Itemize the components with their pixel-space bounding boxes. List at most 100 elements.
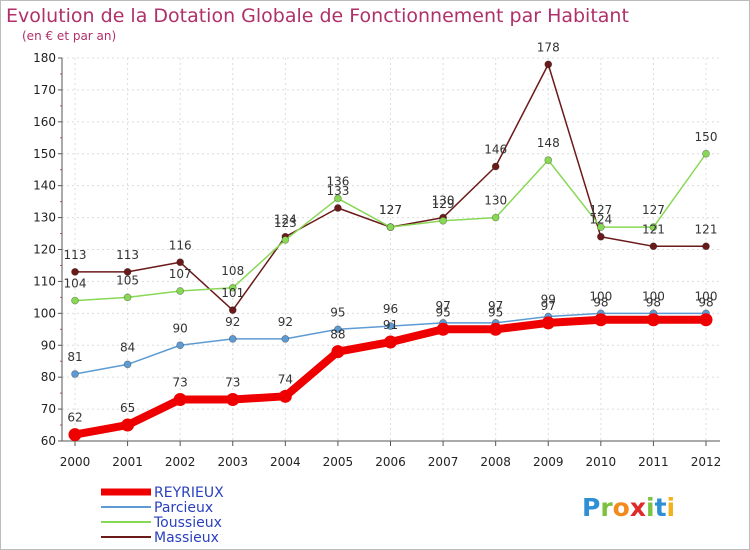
data-label-toussieux: 107 xyxy=(169,267,192,281)
y-tick-label: 170 xyxy=(33,83,56,97)
data-point-massieux xyxy=(228,306,237,314)
x-tick-label: 2002 xyxy=(165,455,196,469)
axes: 60 70 80 90 100 110 120 130 140 150 160 170 180 2000 2… xyxy=(33,51,721,469)
logo-letter: i xyxy=(646,493,655,522)
series-layer xyxy=(68,60,713,442)
data-label-parcieux: 92 xyxy=(278,315,293,329)
data-label-massieux: 178 xyxy=(537,40,560,54)
logo-letter: r xyxy=(600,493,613,522)
y-tick-label: 140 xyxy=(33,179,56,193)
x-tick-label: 2012 xyxy=(691,455,722,469)
logo-letter: t xyxy=(655,493,667,522)
data-label-toussieux: 136 xyxy=(326,174,349,188)
y-tick-label: 70 xyxy=(41,402,56,416)
data-point-reyrieux xyxy=(489,322,503,336)
data-point-reyrieux xyxy=(68,428,82,442)
data-point-parcieux xyxy=(386,322,395,330)
data-point-reyrieux xyxy=(331,345,345,359)
data-label-reyrieux: 91 xyxy=(383,318,398,332)
data-label-parcieux: 97 xyxy=(488,299,503,313)
data-point-massieux xyxy=(71,267,79,276)
legend-label-parcieux: Parcieux xyxy=(154,500,213,516)
data-point-massieux xyxy=(123,267,132,276)
data-label-toussieux: 150 xyxy=(695,130,718,144)
data-label-massieux: 113 xyxy=(116,248,139,262)
data-point-toussieux xyxy=(334,194,342,203)
data-label-massieux: 124 xyxy=(589,213,612,227)
logo-letter: P xyxy=(582,493,600,522)
data-label-reyrieux: 62 xyxy=(67,411,82,425)
data-label-massieux: 146 xyxy=(484,143,507,157)
legend-label-toussieux: Toussieux xyxy=(153,515,222,531)
data-label-reyrieux: 95 xyxy=(435,305,450,319)
data-labels: 113 113 116 101 124 133 127 130 146 178 124 121 121 1… xyxy=(64,40,718,424)
data-label-toussieux: 105 xyxy=(116,273,139,287)
data-label-toussieux: 104 xyxy=(64,277,87,291)
y-tick-label: 150 xyxy=(33,147,56,161)
data-point-toussieux xyxy=(649,223,658,232)
data-label-reyrieux: 73 xyxy=(225,376,240,390)
data-point-massieux xyxy=(596,232,605,241)
data-point-toussieux xyxy=(123,293,132,302)
x-tick-label: 2004 xyxy=(270,455,301,469)
data-label-toussieux: 108 xyxy=(221,264,244,278)
data-label-reyrieux: 74 xyxy=(278,372,293,386)
data-label-reyrieux: 98 xyxy=(646,296,661,310)
data-point-toussieux xyxy=(228,283,237,292)
data-label-massieux: 113 xyxy=(64,248,87,262)
data-label-massieux: 116 xyxy=(169,238,192,252)
data-point-massieux xyxy=(334,204,342,212)
data-point-reyrieux xyxy=(278,389,292,403)
data-label-parcieux: 95 xyxy=(330,305,345,319)
data-point-toussieux xyxy=(386,223,395,232)
data-point-reyrieux xyxy=(594,313,608,327)
logo-letter: o xyxy=(613,493,630,522)
data-label-massieux: 121 xyxy=(642,222,665,236)
data-point-toussieux xyxy=(491,213,500,222)
data-label-parcieux: 100 xyxy=(695,289,718,303)
legend-label-massieux: Massieux xyxy=(154,530,219,546)
data-label-toussieux: 148 xyxy=(537,136,560,150)
x-tick-label: 2009 xyxy=(533,455,564,469)
data-label-toussieux: 130 xyxy=(484,194,507,208)
data-point-massieux xyxy=(176,258,185,267)
data-label-reyrieux: 95 xyxy=(488,305,503,319)
data-point-toussieux xyxy=(439,216,447,225)
data-point-parcieux xyxy=(176,341,185,350)
chart-title: Evolution de la Dotation Globale de Fonc… xyxy=(6,5,629,27)
data-label-parcieux: 100 xyxy=(642,289,665,303)
data-point-reyrieux xyxy=(121,418,135,432)
x-tick-label: 2000 xyxy=(60,455,91,469)
data-label-parcieux: 92 xyxy=(225,315,240,329)
y-tick-label: 60 xyxy=(41,434,56,448)
x-tick-label: 2003 xyxy=(217,455,248,469)
data-label-toussieux: 127 xyxy=(642,203,665,217)
x-tick-label: 2008 xyxy=(480,455,511,469)
data-label-reyrieux: 65 xyxy=(120,401,135,415)
x-tick-label: 2010 xyxy=(586,455,617,469)
data-point-parcieux xyxy=(123,360,132,369)
data-point-massieux xyxy=(649,242,658,251)
y-tick-label: 100 xyxy=(33,306,56,320)
data-label-parcieux: 97 xyxy=(435,299,450,313)
data-point-toussieux xyxy=(544,156,553,164)
data-label-massieux: 133 xyxy=(326,184,349,198)
data-label-parcieux: 96 xyxy=(383,302,398,316)
data-point-reyrieux xyxy=(384,335,397,349)
data-label-parcieux: 99 xyxy=(541,293,556,307)
chart-subtitle: (en € et par an) xyxy=(22,29,116,43)
data-label-massieux: 121 xyxy=(695,222,718,236)
x-tick-label: 2007 xyxy=(428,455,459,469)
data-label-toussieux: 129 xyxy=(432,197,455,211)
data-point-toussieux xyxy=(71,296,79,305)
data-label-reyrieux: 98 xyxy=(593,296,608,310)
data-point-toussieux xyxy=(702,149,710,158)
x-tick-label: 2001 xyxy=(112,455,143,469)
data-label-massieux: 101 xyxy=(221,286,244,300)
data-label-massieux: 130 xyxy=(432,194,455,208)
data-label-toussieux: 127 xyxy=(379,203,402,217)
data-label-parcieux: 100 xyxy=(589,289,612,303)
